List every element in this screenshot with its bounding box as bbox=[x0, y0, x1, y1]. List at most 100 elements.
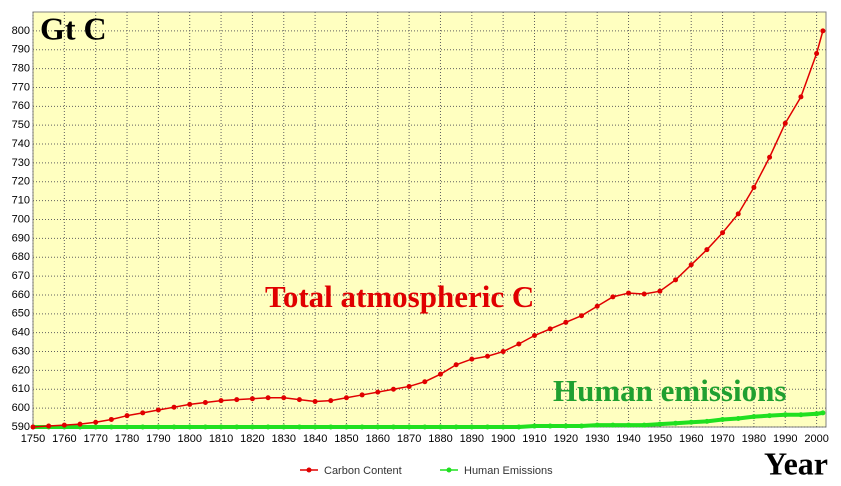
data-point bbox=[108, 424, 114, 430]
x-tick-label: 1930 bbox=[585, 433, 609, 445]
data-point bbox=[171, 424, 177, 430]
data-point bbox=[124, 413, 130, 419]
y-tick-label: 750 bbox=[12, 119, 30, 131]
data-point bbox=[641, 291, 647, 297]
x-tick-label: 1900 bbox=[491, 433, 515, 445]
data-point bbox=[108, 416, 114, 422]
data-point bbox=[155, 424, 161, 430]
y-tick-label: 630 bbox=[12, 345, 30, 357]
data-point bbox=[93, 419, 99, 425]
data-point bbox=[751, 184, 757, 190]
x-tick-label: 1830 bbox=[272, 433, 296, 445]
x-tick-label: 1770 bbox=[83, 433, 107, 445]
data-point bbox=[187, 401, 193, 407]
y-tick-label: 680 bbox=[12, 251, 30, 263]
legend-marker bbox=[446, 467, 452, 473]
data-point bbox=[234, 397, 240, 403]
data-point bbox=[77, 421, 83, 427]
x-tick-label: 1780 bbox=[115, 433, 139, 445]
data-point bbox=[798, 94, 804, 100]
annotation: Human emissions bbox=[553, 373, 786, 408]
data-point bbox=[171, 404, 177, 410]
data-point bbox=[390, 424, 396, 430]
data-point bbox=[782, 120, 788, 126]
data-point bbox=[265, 395, 271, 401]
data-point bbox=[626, 290, 632, 296]
data-point bbox=[437, 371, 443, 377]
data-point bbox=[202, 424, 208, 430]
data-point bbox=[359, 424, 365, 430]
data-point bbox=[422, 424, 428, 430]
data-point bbox=[579, 313, 585, 319]
y-tick-label: 720 bbox=[12, 176, 30, 188]
x-tick-label: 1920 bbox=[554, 433, 578, 445]
data-point bbox=[312, 399, 318, 405]
data-point bbox=[453, 424, 459, 430]
data-point bbox=[767, 413, 773, 419]
data-point bbox=[563, 423, 569, 429]
data-point bbox=[516, 424, 522, 430]
data-point bbox=[406, 424, 412, 430]
data-point bbox=[673, 277, 679, 283]
y-tick-label: 670 bbox=[12, 270, 30, 282]
x-tick-label: 1750 bbox=[21, 433, 45, 445]
data-point bbox=[234, 424, 240, 430]
x-axis-label: Year bbox=[764, 445, 828, 481]
data-point bbox=[704, 247, 710, 253]
x-tick-label: 1850 bbox=[334, 433, 358, 445]
x-tick-label: 1790 bbox=[146, 433, 170, 445]
x-tick-label: 1800 bbox=[177, 433, 201, 445]
data-point bbox=[767, 154, 773, 160]
data-point bbox=[437, 424, 443, 430]
data-point bbox=[673, 420, 679, 426]
x-tick-label: 1980 bbox=[742, 433, 766, 445]
data-point bbox=[547, 326, 553, 332]
data-point bbox=[312, 424, 318, 430]
data-point bbox=[469, 424, 475, 430]
data-point bbox=[61, 422, 67, 428]
x-tick-label: 2000 bbox=[804, 433, 828, 445]
data-point bbox=[484, 353, 490, 359]
data-point bbox=[720, 230, 726, 236]
data-point bbox=[610, 422, 616, 428]
x-tick-label: 1840 bbox=[303, 433, 327, 445]
y-tick-label: 620 bbox=[12, 364, 30, 376]
data-point bbox=[814, 411, 820, 417]
x-tick-label: 1960 bbox=[679, 433, 703, 445]
data-point bbox=[46, 423, 52, 429]
legend-label: Carbon Content bbox=[324, 465, 402, 477]
data-point bbox=[798, 412, 804, 418]
data-point bbox=[688, 262, 694, 268]
data-point bbox=[249, 396, 255, 402]
data-point bbox=[124, 424, 130, 430]
y-tick-label: 640 bbox=[12, 327, 30, 339]
y-tick-label: 600 bbox=[12, 402, 30, 414]
data-point bbox=[93, 424, 99, 430]
data-point bbox=[218, 424, 224, 430]
data-point bbox=[500, 349, 506, 355]
y-tick-label: 700 bbox=[12, 213, 30, 225]
data-point bbox=[328, 398, 334, 404]
data-point bbox=[390, 386, 396, 392]
data-point bbox=[343, 395, 349, 401]
y-tick-label: 730 bbox=[12, 157, 30, 169]
x-tick-label: 1760 bbox=[52, 433, 76, 445]
data-point bbox=[296, 397, 302, 403]
data-point bbox=[688, 419, 694, 425]
x-tick-label: 1870 bbox=[397, 433, 421, 445]
data-point bbox=[532, 333, 538, 339]
legend-marker bbox=[306, 467, 312, 473]
data-point bbox=[140, 410, 146, 416]
data-point bbox=[594, 422, 600, 428]
data-point bbox=[579, 423, 585, 429]
data-point bbox=[202, 399, 208, 405]
data-point bbox=[610, 294, 616, 300]
y-tick-label: 760 bbox=[12, 100, 30, 112]
data-point bbox=[359, 392, 365, 398]
data-point bbox=[422, 379, 428, 385]
data-point bbox=[532, 423, 538, 429]
x-tick-label: 1950 bbox=[648, 433, 672, 445]
data-point bbox=[375, 424, 381, 430]
x-tick-label: 1820 bbox=[240, 433, 264, 445]
